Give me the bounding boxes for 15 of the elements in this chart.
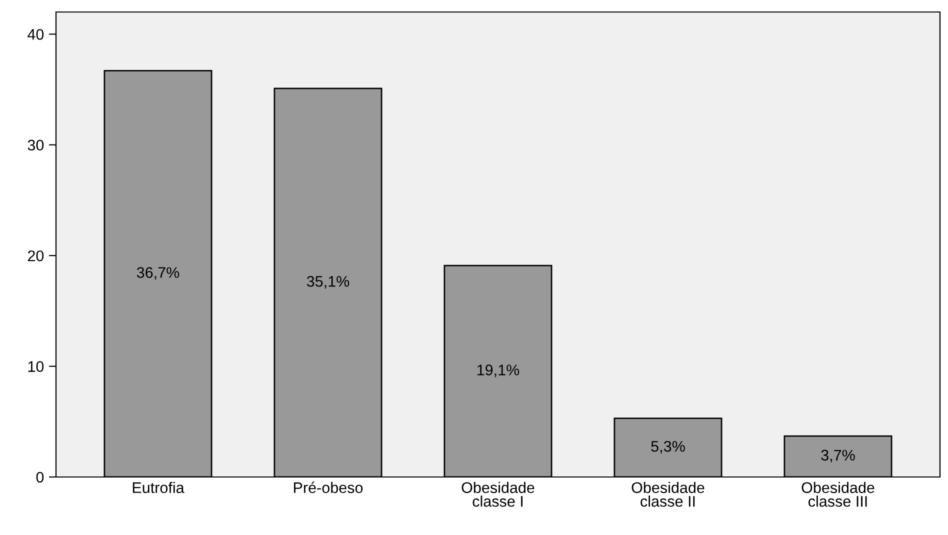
x-tick-label: Pré-obeso — [294, 482, 363, 494]
y-tick-label: 40 — [28, 29, 44, 40]
x-tick-label: Obesidade classe II — [632, 482, 704, 507]
y-tick-label: 0 — [36, 472, 44, 483]
y-tick-label: 30 — [28, 140, 44, 151]
y-tick-label: 20 — [28, 250, 44, 262]
y-tick-label: 10 — [28, 361, 44, 372]
x-tick-label: Obesidade classe III — [802, 482, 874, 507]
data-label: 5,3% — [651, 440, 685, 454]
data-label: 19,1% — [478, 364, 520, 378]
data-label: 36,7% — [136, 267, 180, 280]
data-label: 35,1% — [306, 276, 350, 289]
x-tick-label: Eutrofia — [132, 482, 184, 494]
data-label: 3,7% — [821, 450, 855, 462]
x-tick-label: Obesidade classe I — [462, 482, 534, 507]
